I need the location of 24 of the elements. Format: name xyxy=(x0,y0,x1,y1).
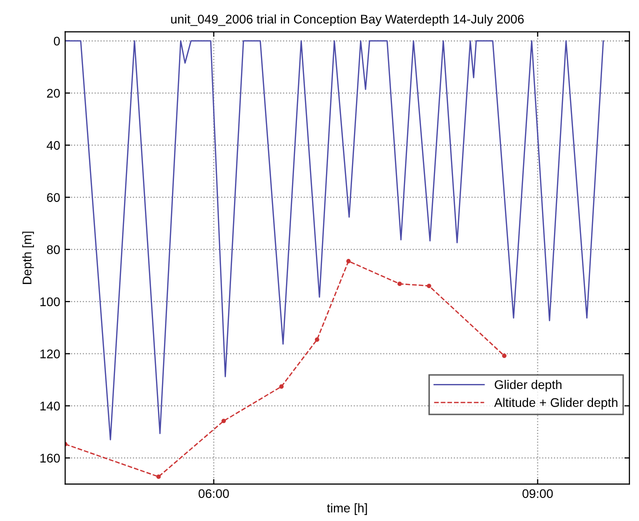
y-tick-label: 40 xyxy=(46,140,60,150)
x-tick-label: 06:00 xyxy=(198,489,229,498)
point xyxy=(426,284,432,288)
y-tick-label: 140 xyxy=(40,402,60,410)
legend-label: Altitude + Glider depth xyxy=(494,398,618,410)
x-axis-title: time [h] xyxy=(326,503,367,515)
point xyxy=(279,384,284,389)
y-tick-label: 160 xyxy=(40,454,60,463)
x-tick-label: 09:00 xyxy=(522,489,553,498)
y-axis-title: Depth [m] xyxy=(22,232,34,284)
legend-label: Glider depth xyxy=(494,380,562,392)
y-tick-label: 0 xyxy=(54,36,60,46)
point xyxy=(221,418,226,424)
point xyxy=(314,337,320,342)
point xyxy=(156,474,161,479)
chart-title: unit_049_2006 trial in Conception Bay Waterdepth 14-July 2006 xyxy=(171,14,524,26)
point xyxy=(346,258,351,264)
point xyxy=(502,354,507,358)
y-tick-label: 120 xyxy=(40,349,60,358)
point xyxy=(397,282,402,286)
y-tick-label: 60 xyxy=(47,193,60,202)
y-tick-label: 100 xyxy=(40,297,60,306)
y-tick-label: 20 xyxy=(47,88,60,98)
y-tick-label: 80 xyxy=(46,245,60,254)
